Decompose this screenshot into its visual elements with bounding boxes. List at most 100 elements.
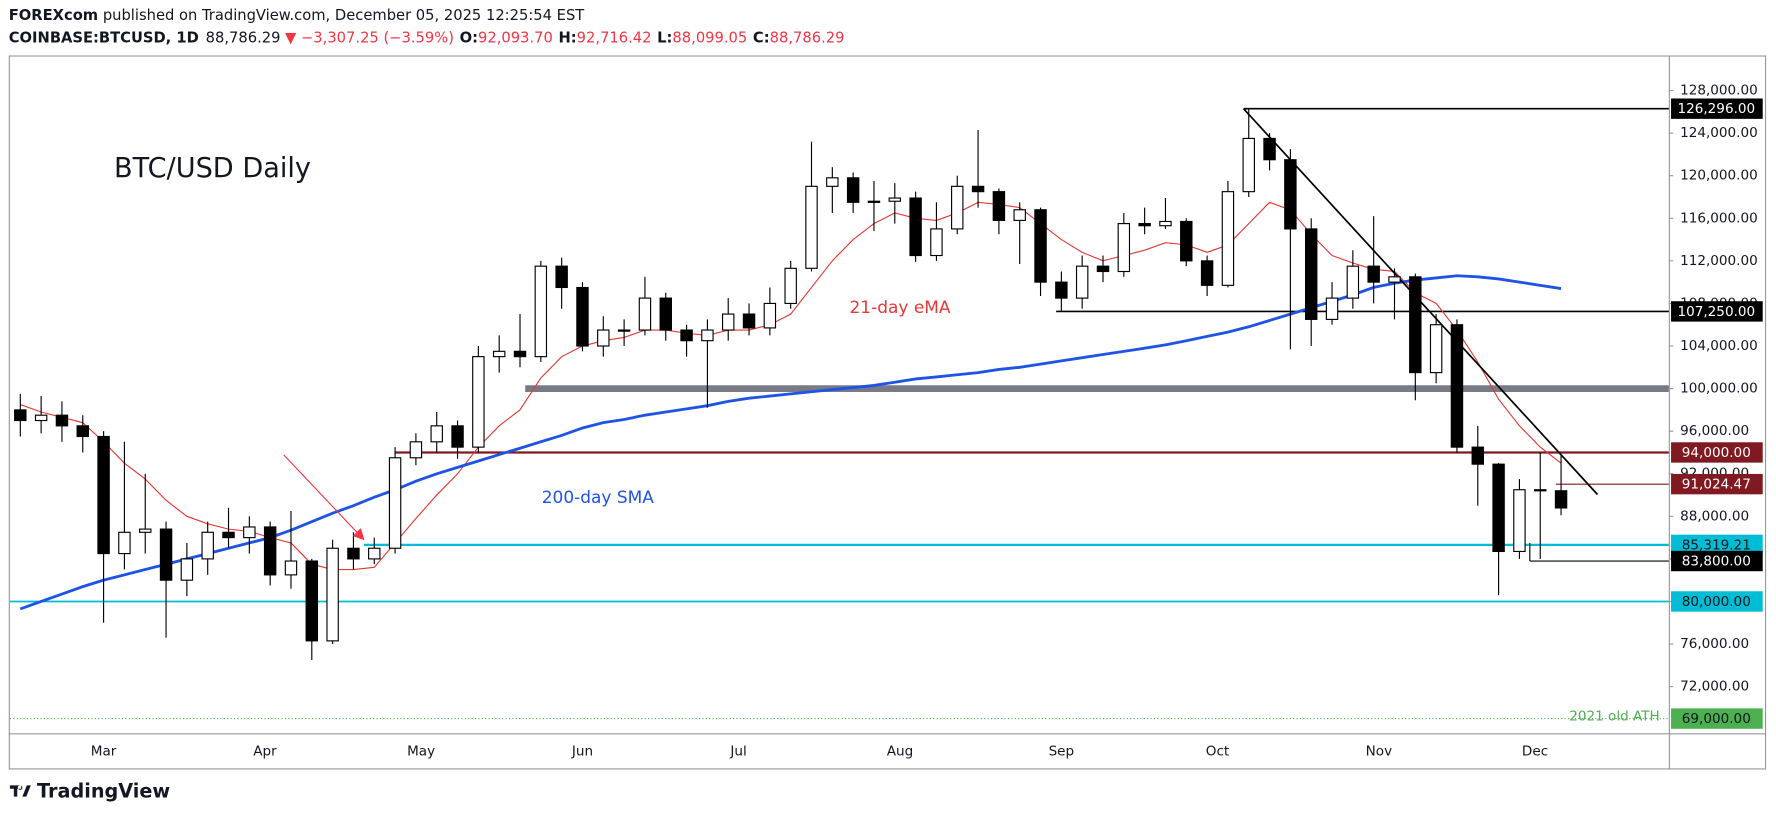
candle-body [888,197,902,202]
y-tick-label: 76,000.00 [1680,636,1749,652]
publisher: FOREXcom [9,7,98,24]
x-tick-label: Apr [253,743,277,759]
candle-body [76,425,89,438]
candle-body [576,286,589,347]
candle-body [784,267,797,304]
y-tick-label: 124,000.00 [1680,125,1758,141]
candle-body [826,177,839,187]
candle-body [1096,265,1110,273]
candle-body [368,547,381,560]
candle-body [284,560,298,576]
candle-body [97,435,110,555]
frame [8,55,1767,770]
candle-body [243,526,256,539]
x-tick-label: Jun [571,743,593,759]
logo-text: TradingView [37,780,170,803]
y-tick-label: 104,000.00 [1680,338,1758,354]
candle-body [492,350,506,358]
ohlc-key: O: [460,29,478,46]
candle-body [1346,265,1360,299]
y-tick-label: 128,000.00 [1680,83,1758,99]
candle-body [721,313,735,331]
candle-body [513,350,527,358]
arrow [283,454,365,541]
x-tick-label: Nov [1366,743,1392,759]
ohlc-value: 92,716.42 [577,29,652,46]
candle-body [1367,265,1380,283]
x-tick-label: Oct [1206,743,1229,759]
chart-title: BTC/USD Daily [114,153,311,184]
ohlc-key: C: [753,29,770,46]
candle-body [34,414,48,422]
candle-body [451,425,464,448]
candle-body [680,329,693,342]
candle-body [1013,209,1026,221]
candle-body [347,547,360,560]
candle-body [1075,265,1089,299]
candle-body [139,528,152,533]
candle-body [930,228,943,257]
candle-body [617,329,631,332]
ohlc-value: 92,093.70 [478,29,553,46]
candle-body [14,409,27,422]
level-badge [1671,473,1763,495]
x-tick-label: Jul [729,743,746,759]
candle-body [763,302,777,329]
level-label: 126,296.00 [1677,101,1755,117]
y-tick-label: 72,000.00 [1680,679,1749,695]
candle-body [1180,220,1193,262]
candle-body [1200,260,1214,286]
candle-body [659,297,672,331]
candle-body [180,558,194,581]
level-label: 83,800.00 [1682,554,1751,570]
y-tick-label: 116,000.00 [1680,210,1758,226]
ma-label: 200-day SMA [542,488,655,508]
x-tick-label: May [407,743,435,759]
candle-body [805,185,818,269]
ohlc-value: 88,099.05 [672,29,747,46]
ohlc-key: H: [559,29,577,46]
candle-body [1513,489,1526,553]
candle-body [409,441,423,459]
candle-body [742,313,756,329]
candle-body [951,185,964,230]
candle-body [1409,276,1422,374]
candle-body [326,547,339,642]
candle-body [1284,159,1297,230]
candle-body [1159,220,1172,227]
candle-body [1117,223,1131,273]
level-label: 85,319.21 [1682,537,1751,553]
level-badge [1671,301,1763,322]
candle-body [1534,489,1547,492]
level-label: 107,250.00 [1677,304,1755,320]
level-label: 91,024.47 [1682,477,1751,493]
candle-body [305,560,319,642]
candle-body [1492,463,1505,553]
candle-body [1242,137,1255,193]
level-note: 2021 old ATH [1569,708,1660,724]
candle-body [971,185,985,193]
publish-line: FOREXcom published on TradingView.com, D… [9,7,586,24]
level-badge [1671,98,1763,119]
y-tick-label: 112,000.00 [1680,253,1758,269]
candle-body [597,329,610,347]
candle-body [430,425,443,443]
candle-body [472,356,485,448]
last-price: 88,786.29 [206,29,281,46]
ohlc-value: 88,786.29 [770,29,845,46]
candle-body [1388,276,1401,283]
candle-body [534,265,548,358]
x-tick-label: Sep [1049,743,1075,759]
candle-body [159,528,173,581]
candle-body [846,177,860,203]
candle-body [701,329,714,342]
candle-body [55,414,69,427]
published: published on TradingView.com, December 0… [98,7,585,24]
candle-body [222,531,235,539]
candle-body [201,531,214,560]
symbol: COINBASE:BTCUSD, 1D [9,29,199,46]
candle-body [1429,324,1443,374]
logo: TradingView [9,780,170,803]
